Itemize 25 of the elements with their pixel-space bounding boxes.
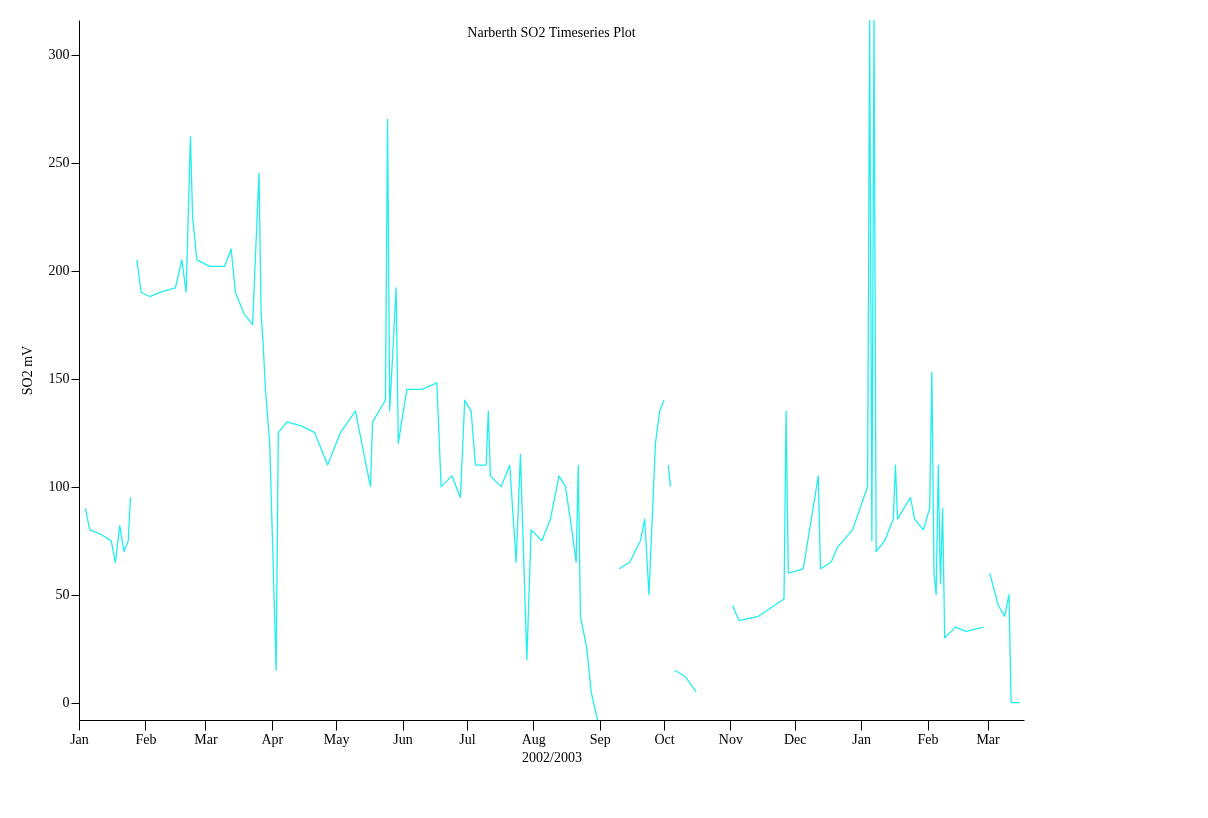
x-tick-label: Mar (194, 731, 218, 747)
x-tick-label: Apr (261, 731, 284, 747)
x-axis-title: 2002/2003 (522, 749, 582, 765)
x-tick-label: Feb (917, 731, 939, 747)
x-tick-label: Nov (718, 731, 743, 747)
x-tick-label: Mar (976, 731, 1001, 747)
x-tick-label: Jan (852, 731, 871, 747)
y-axis-title: SO2 mV (19, 345, 35, 396)
x-tick-label: Jun (393, 731, 413, 747)
y-tick-label: 300 (48, 47, 70, 63)
x-tick-label: Jan (70, 731, 89, 747)
y-tick-label: 150 (48, 371, 70, 387)
y-tick-label: 50 (55, 587, 70, 603)
y-tick-label: 250 (48, 155, 70, 171)
y-tick-label: 0 (62, 695, 70, 711)
x-tick-label: Feb (135, 731, 157, 747)
x-tick-label: Oct (654, 731, 675, 747)
y-tick-label: 200 (48, 263, 70, 279)
x-tick-label: Jul (459, 731, 476, 747)
x-tick-label: Aug (521, 731, 546, 747)
x-tick-label: Dec (783, 731, 807, 747)
chart-title: Narberth SO2 Timeseries Plot (467, 25, 636, 40)
y-tick-label: 100 (48, 479, 70, 495)
x-tick-label: Sep (589, 731, 611, 747)
x-tick-label: May (323, 731, 350, 747)
